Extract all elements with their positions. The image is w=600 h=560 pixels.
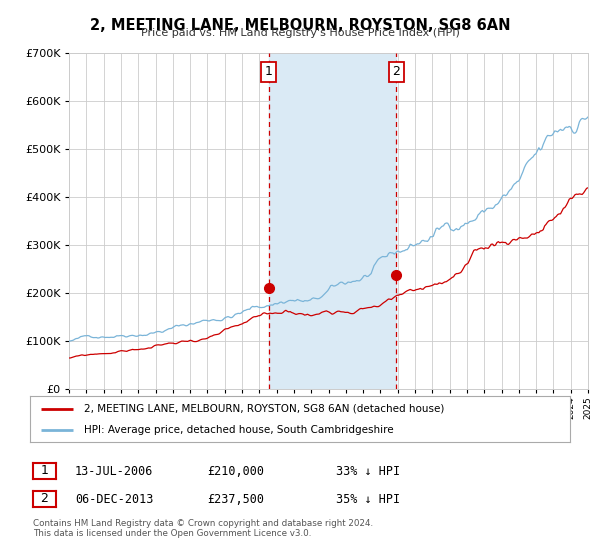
Text: 2, MEETING LANE, MELBOURN, ROYSTON, SG8 6AN (detached house): 2, MEETING LANE, MELBOURN, ROYSTON, SG8 … bbox=[84, 404, 445, 414]
Text: Price paid vs. HM Land Registry's House Price Index (HPI): Price paid vs. HM Land Registry's House … bbox=[140, 28, 460, 38]
Text: 06-DEC-2013: 06-DEC-2013 bbox=[75, 493, 154, 506]
Text: 35% ↓ HPI: 35% ↓ HPI bbox=[336, 493, 400, 506]
Text: HPI: Average price, detached house, South Cambridgeshire: HPI: Average price, detached house, Sout… bbox=[84, 425, 394, 435]
Text: 2: 2 bbox=[392, 65, 400, 78]
Text: £210,000: £210,000 bbox=[207, 465, 264, 478]
Text: 1: 1 bbox=[265, 65, 272, 78]
Text: 2: 2 bbox=[40, 492, 49, 506]
Text: 1: 1 bbox=[40, 464, 49, 478]
Text: This data is licensed under the Open Government Licence v3.0.: This data is licensed under the Open Gov… bbox=[33, 529, 311, 538]
Text: 2, MEETING LANE, MELBOURN, ROYSTON, SG8 6AN: 2, MEETING LANE, MELBOURN, ROYSTON, SG8 … bbox=[90, 18, 510, 33]
Text: £237,500: £237,500 bbox=[207, 493, 264, 506]
Text: 13-JUL-2006: 13-JUL-2006 bbox=[75, 465, 154, 478]
Text: 33% ↓ HPI: 33% ↓ HPI bbox=[336, 465, 400, 478]
Text: Contains HM Land Registry data © Crown copyright and database right 2024.: Contains HM Land Registry data © Crown c… bbox=[33, 519, 373, 528]
Bar bbox=[269, 53, 397, 389]
